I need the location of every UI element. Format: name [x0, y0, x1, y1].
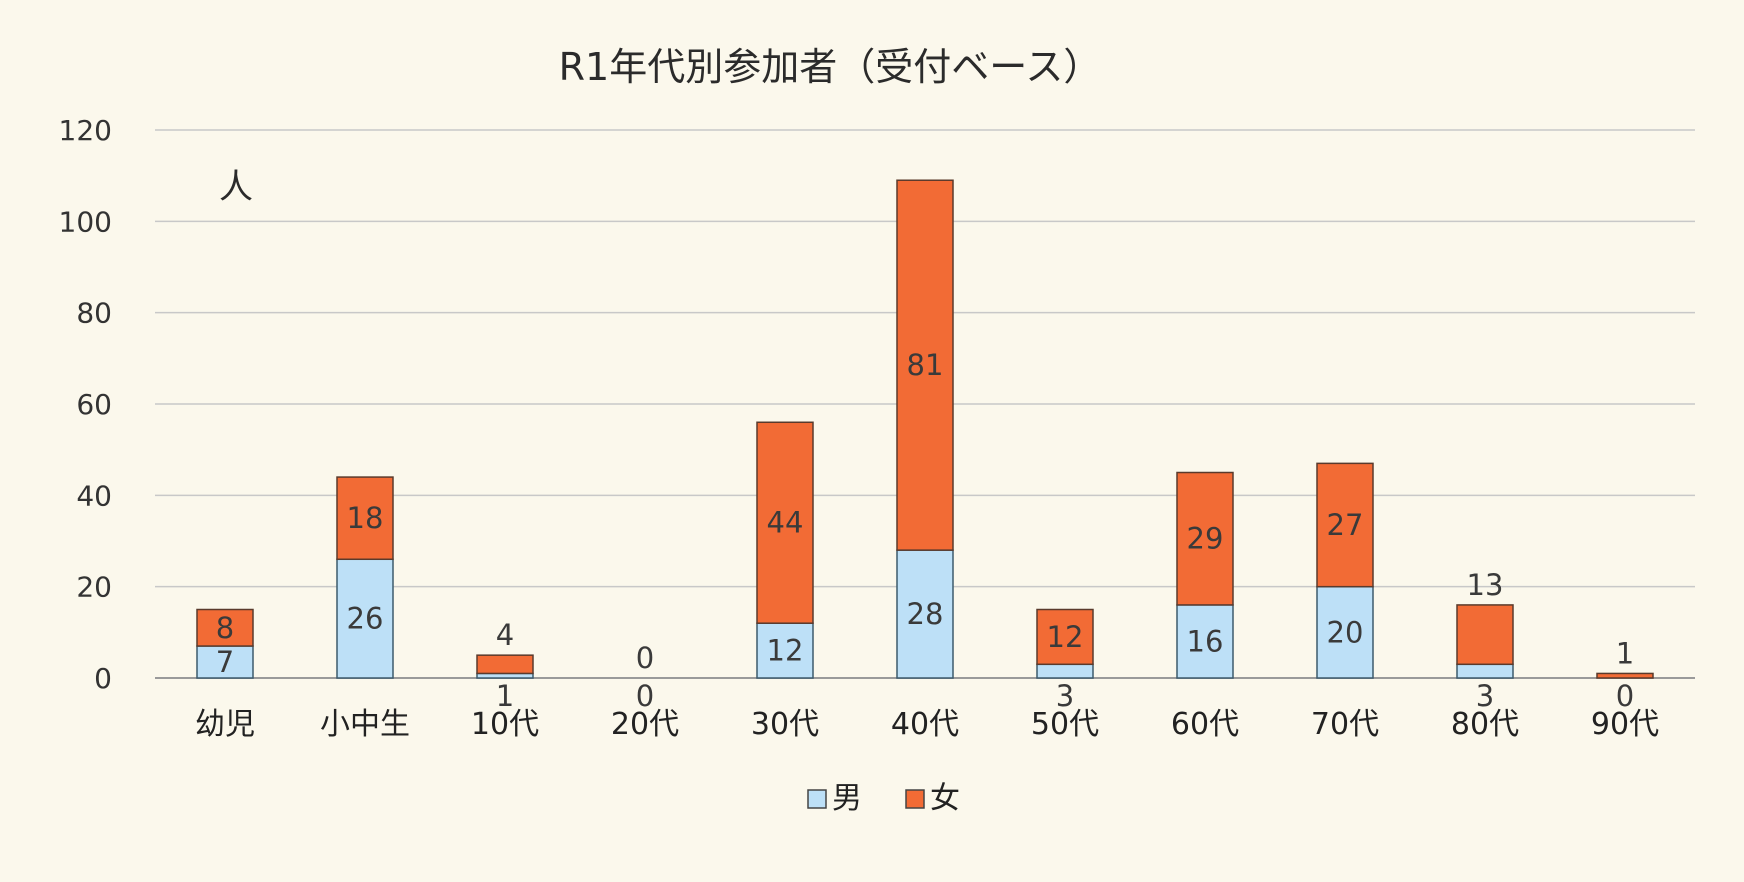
x-category-label: 70代: [1311, 707, 1379, 742]
legend-label: 男: [832, 781, 862, 816]
x-category-label: 90代: [1591, 707, 1659, 742]
data-label-female: 44: [767, 506, 804, 540]
data-label-female: 29: [1187, 522, 1224, 556]
bar-segment-male: [1316, 585, 1374, 679]
y-axis-ticks: 0 20 40 60 80 100 120: [59, 114, 112, 695]
data-label-female: 8: [216, 611, 234, 645]
bar-segment-male: [896, 549, 954, 679]
bar-segment-male: [1456, 663, 1514, 679]
data-label-female: 1: [1616, 636, 1634, 670]
data-label-male: 1: [496, 679, 514, 713]
chart-title: R1年代別参加者（受付ベース）: [559, 45, 1102, 89]
data-label-female: 12: [1047, 620, 1084, 654]
data-label-female: 4: [496, 618, 514, 652]
data-label-male: 0: [636, 679, 654, 713]
data-label-female: 13: [1467, 568, 1504, 602]
bar-segment-female: [476, 654, 534, 675]
bar-segment-male: [336, 558, 394, 679]
bar-segment-male: [756, 622, 814, 679]
y-tick-label: 20: [76, 571, 112, 604]
bar-segment-female: [1596, 672, 1654, 679]
legend: 男女: [807, 781, 960, 816]
data-label-female: 0: [636, 641, 654, 675]
bar-segment-female: [1176, 471, 1234, 606]
bar-segment-female: [1036, 608, 1094, 666]
bar-segment-female: [1456, 604, 1514, 666]
data-label-male: 20: [1327, 615, 1364, 649]
legend-label: 女: [930, 781, 960, 816]
bar-segment-female: [1316, 462, 1374, 588]
x-category-label: 60代: [1171, 707, 1239, 742]
data-label-male: 3: [1476, 679, 1494, 713]
bar-segment-male: [196, 645, 254, 679]
data-label-female: 27: [1327, 508, 1364, 542]
data-label-male: 12: [767, 634, 804, 668]
bar-segment-female: [756, 421, 814, 624]
y-tick-label: 40: [76, 479, 112, 512]
bar-segment-male: [1036, 663, 1094, 679]
data-label-male: 3: [1056, 679, 1074, 713]
legend-swatch: [807, 789, 827, 809]
x-category-label: 幼児: [195, 707, 255, 742]
y-tick-label: 0: [94, 662, 112, 695]
x-category-label: 30代: [751, 707, 819, 742]
legend-swatch: [905, 789, 925, 809]
bar-segment-female: [196, 608, 254, 647]
y-tick-label: 80: [76, 297, 112, 330]
data-label-male: 28: [907, 597, 944, 631]
data-label-male: 26: [347, 602, 384, 636]
y-tick-label: 100: [59, 205, 112, 238]
data-labels: 78 26 18 1 4 0 0 12 44 28 81 3 12 16 29 20 27 3 13 0 1: [216, 348, 1634, 713]
data-label-male: 0: [1616, 679, 1634, 713]
x-category-label: 40代: [891, 707, 959, 742]
bar-segment-female: [896, 179, 954, 551]
x-category-label: 80代: [1451, 707, 1519, 742]
data-label-male: 7: [216, 645, 234, 679]
x-category-label: 20代: [611, 707, 679, 742]
data-label-female: 81: [907, 348, 944, 382]
x-category-label: 10代: [471, 707, 539, 742]
bar-segment-female: [336, 476, 394, 561]
bars: [196, 179, 1654, 679]
x-category-label: 小中生: [320, 707, 410, 742]
x-axis-categories: 幼児 小中生 10代 20代 30代 40代 50代 60代 70代 80代 90代: [195, 707, 1659, 742]
y-tick-label: 60: [76, 388, 112, 421]
y-axis-unit: 人: [219, 167, 253, 207]
x-category-label: 50代: [1031, 707, 1099, 742]
y-tick-label: 120: [59, 114, 112, 147]
data-label-female: 18: [347, 501, 384, 535]
data-label-male: 16: [1187, 624, 1224, 658]
